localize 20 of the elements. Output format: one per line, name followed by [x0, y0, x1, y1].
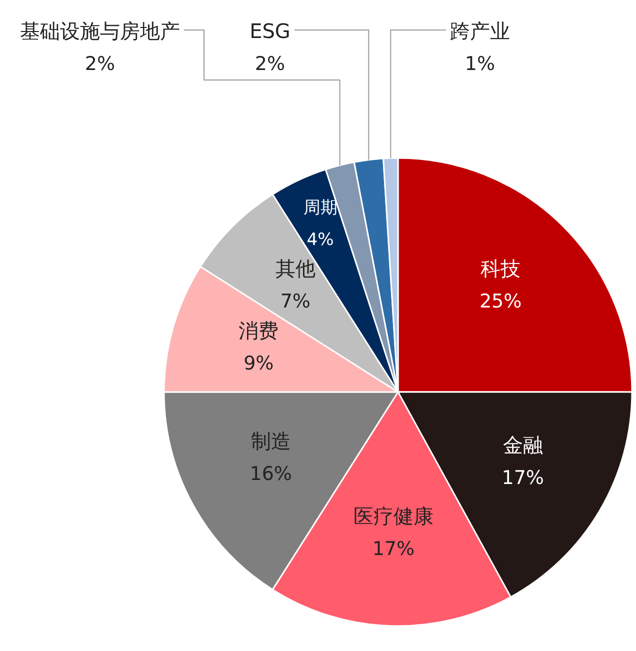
category-label: 跨产业	[450, 19, 510, 43]
value-label: 1%	[464, 53, 496, 75]
value-label: 9%	[244, 352, 274, 375]
category-label: 基础设施与房地产	[20, 19, 180, 43]
category-label: 医疗健康	[353, 504, 434, 528]
category-label: 金融	[502, 432, 543, 457]
value-label: 25%	[479, 290, 522, 312]
value-label: 7%	[280, 290, 310, 312]
value-label: 2%	[84, 53, 116, 75]
value-label: 2%	[254, 53, 286, 75]
category-label: 消费	[238, 318, 279, 343]
category-label: ESG	[250, 19, 290, 43]
category-label: 科技	[480, 256, 521, 280]
value-label: 4%	[306, 230, 334, 250]
value-label: 17%	[502, 466, 544, 489]
category-label: 周期	[303, 198, 338, 218]
category-label: 制造	[250, 428, 291, 453]
category-label: 其他	[275, 256, 316, 280]
value-label: 16%	[250, 462, 292, 485]
value-label: 17%	[372, 538, 415, 560]
